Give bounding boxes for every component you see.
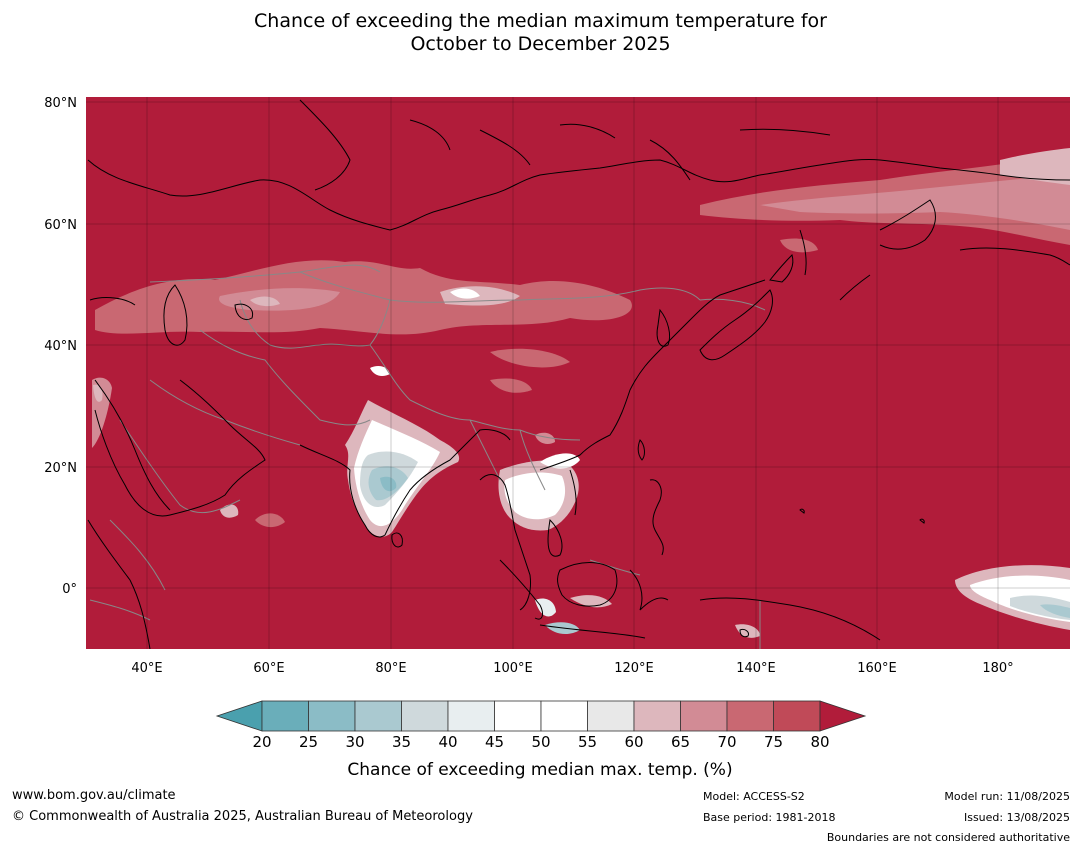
colorbar-label: Chance of exceeding median max. temp. (%… — [347, 760, 732, 780]
colorbar-tick-label: 80 — [810, 733, 829, 751]
model-name: Model: ACCESS-S2 — [703, 790, 805, 803]
lon-label-60e: 60°E — [253, 661, 284, 676]
lon-label-120e: 120°E — [614, 661, 654, 676]
colorbar-tick-label: 65 — [671, 733, 690, 751]
colorbar-tick-label: 35 — [392, 733, 411, 751]
issued-date: Issued: 13/08/2025 — [963, 811, 1070, 824]
colorbar-cells — [215, 700, 867, 732]
lat-label-60n: 60°N — [44, 218, 77, 233]
colorbar-cell — [401, 700, 449, 732]
boundaries-disclaimer: Boundaries are not considered authoritat… — [826, 831, 1070, 844]
central-asia-patch — [95, 260, 632, 335]
lat-label-equator: 0° — [62, 582, 77, 597]
coastlines — [87, 99, 1070, 649]
lat-label-20n: 20°N — [44, 461, 77, 476]
colorbar-cell — [261, 700, 309, 732]
colorbar-extension-low — [215, 700, 263, 732]
colorbar-tick-label: 70 — [717, 733, 736, 751]
model-run-date: Model run: 11/08/2025 — [944, 790, 1070, 803]
website-url: www.bom.gov.au/climate — [12, 788, 176, 803]
colorbar-tick-label: 50 — [531, 733, 550, 751]
colorbar-tick-label: 40 — [438, 733, 457, 751]
colorbar-tick-label: 60 — [624, 733, 643, 751]
colorbar-cell — [773, 700, 821, 732]
colorbar-cell — [540, 700, 588, 732]
map-title-line1: Chance of exceeding the median maximum t… — [254, 10, 827, 32]
probability-anomaly-patches — [92, 148, 1070, 638]
colorbar-extension-high — [819, 700, 867, 732]
colorbar: 20 25 30 35 40 45 50 55 60 65 70 75 80 Chance of exc… — [215, 700, 867, 780]
lon-label-180: 180° — [982, 661, 1013, 676]
latitude-labels: 80°N 60°N 40°N 20°N 0° — [44, 96, 77, 597]
colorbar-cell — [308, 700, 356, 732]
map-panel — [86, 97, 1070, 649]
lon-label-100e: 100°E — [493, 661, 533, 676]
lon-label-80e: 80°E — [375, 661, 406, 676]
colorbar-tick-label: 75 — [764, 733, 783, 751]
colorbar-cell — [587, 700, 635, 732]
lon-label-40e: 40°E — [131, 661, 162, 676]
lat-label-40n: 40°N — [44, 339, 77, 354]
colorbar-cell — [633, 700, 681, 732]
base-period: Base period: 1981-2018 — [703, 811, 836, 824]
graticule — [86, 97, 1070, 649]
lat-label-80n: 80°N — [44, 96, 77, 111]
colorbar-tick-label: 25 — [299, 733, 318, 751]
lon-label-140e: 140°E — [736, 661, 776, 676]
colorbar-cell — [354, 700, 402, 732]
colorbar-tick-label: 55 — [578, 733, 597, 751]
lon-label-160e: 160°E — [857, 661, 897, 676]
colorbar-cell — [680, 700, 728, 732]
copyright-notice: © Commonwealth of Australia 2025, Austra… — [12, 809, 473, 824]
country-borders — [89, 264, 766, 649]
colorbar-tick-label: 45 — [485, 733, 504, 751]
colorbar-tick-labels: 20 25 30 35 40 45 50 55 60 65 70 75 80 — [252, 733, 829, 751]
colorbar-tick-label: 30 — [345, 733, 364, 751]
longitude-labels: 40°E 60°E 80°E 100°E 120°E 140°E 160°E 1… — [131, 661, 1013, 676]
colorbar-cell — [447, 700, 495, 732]
colorbar-tick-label: 20 — [252, 733, 271, 751]
colorbar-cell — [494, 700, 542, 732]
map-title-line2: October to December 2025 — [410, 33, 671, 55]
colorbar-cell — [726, 700, 774, 732]
